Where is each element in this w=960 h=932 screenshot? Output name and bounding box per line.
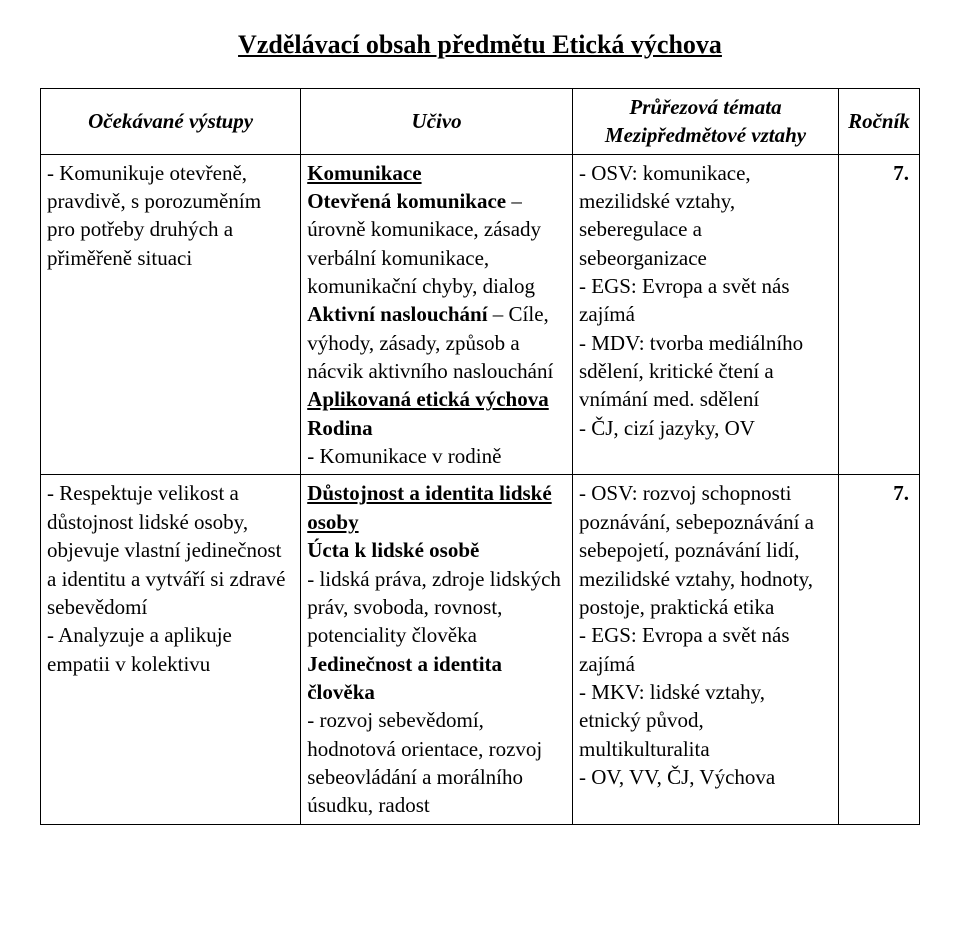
cell-temata: - OSV: komunikace, mezilidské vztahy, se… [573, 154, 839, 475]
ucivo-subheading: Jedinečnost a identita člověka [307, 652, 502, 704]
header-outcomes: Očekávané výstupy [41, 89, 301, 155]
ucivo-subheading: Aktivní naslouchání [307, 302, 487, 326]
header-rocnik: Ročník [839, 89, 920, 155]
cell-rocnik: 7. [839, 154, 920, 475]
cell-temata: - OSV: rozvoj schopnosti poznávání, sebe… [573, 475, 839, 824]
table-row: - Komunikuje otevřeně, pravdivě, s poroz… [41, 154, 920, 475]
outcomes-text: - Komunikuje otevřeně, pravdivě, s poroz… [47, 161, 261, 270]
table-row: - Respektuje velikost a důstojnost lidsk… [41, 475, 920, 824]
ucivo-subheading: Úcta k lidské osobě [307, 538, 479, 562]
ucivo-subheading: Otevřená komunikace [307, 189, 506, 213]
header-ucivo: Učivo [301, 89, 573, 155]
ucivo-text: - rozvoj sebevědomí, hodnotová orientace… [307, 708, 542, 817]
page-title: Vzdělávací obsah předmětu Etická výchova [40, 30, 920, 60]
header-temata-line2: Mezipředmětové vztahy [605, 123, 806, 147]
cell-outcomes: - Respektuje velikost a důstojnost lidsk… [41, 475, 301, 824]
ucivo-text: - lidská práva, zdroje lidských práv, sv… [307, 567, 561, 648]
header-temata-line1: Průřezová témata [629, 95, 781, 119]
outcomes-text: - Respektuje velikost a důstojnost lidsk… [47, 481, 286, 675]
temata-text: - OSV: rozvoj schopnosti poznávání, sebe… [579, 481, 814, 788]
table-header-row: Očekávané výstupy Učivo Průřezová témata… [41, 89, 920, 155]
cell-ucivo: Důstojnost a identita lidské osoby Úcta … [301, 475, 573, 824]
header-temata: Průřezová témata Mezipředmětové vztahy [573, 89, 839, 155]
ucivo-heading: Komunikace [307, 161, 421, 185]
ucivo-subheading: Rodina [307, 416, 372, 440]
cell-rocnik: 7. [839, 475, 920, 824]
cell-ucivo: Komunikace Otevřená komunikace – úrovně … [301, 154, 573, 475]
ucivo-heading: Aplikovaná etická výchova [307, 387, 549, 411]
temata-text: - OSV: komunikace, mezilidské vztahy, se… [579, 161, 803, 440]
curriculum-table: Očekávané výstupy Učivo Průřezová témata… [40, 88, 920, 825]
ucivo-item: - Komunikace v rodině [307, 444, 501, 468]
cell-outcomes: - Komunikuje otevřeně, pravdivě, s poroz… [41, 154, 301, 475]
page: Vzdělávací obsah předmětu Etická výchova… [0, 0, 960, 825]
ucivo-heading: Důstojnost a identita lidské osoby [307, 481, 551, 533]
